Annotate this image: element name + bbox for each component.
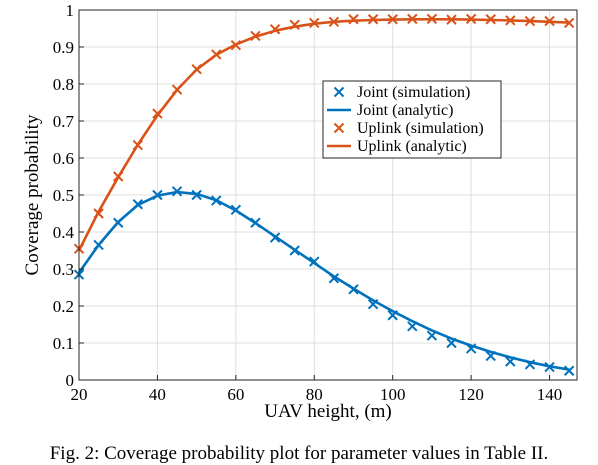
legend-label: Joint (simulation) (357, 84, 470, 101)
legend-item: Joint (simulation) (333, 84, 470, 101)
legend: Joint (simulation)Joint (analytic)Uplink… (322, 80, 502, 159)
data-point (113, 217, 124, 228)
data-point (524, 359, 536, 370)
data-point (250, 217, 261, 228)
data-point (505, 15, 516, 26)
legend-box (322, 80, 502, 159)
data-point (348, 284, 359, 295)
data-point (152, 108, 163, 119)
y-tick-label: 0.1 (53, 334, 74, 353)
data-point (132, 199, 144, 210)
grid (78, 9, 577, 381)
data-point (289, 245, 300, 256)
data-point (309, 17, 320, 29)
data-point (485, 350, 496, 362)
legend-label: Joint (analytic) (357, 102, 453, 119)
data-point (171, 186, 183, 197)
series-markers-0 (73, 186, 575, 376)
x-tick-label: 120 (458, 385, 484, 404)
data-point (191, 189, 202, 201)
data-point (113, 171, 124, 182)
y-tick-label: 0.4 (53, 223, 75, 242)
y-tick-label: 0 (66, 371, 75, 390)
data-point (250, 30, 261, 42)
x-tick-label: 20 (71, 385, 88, 404)
legend-label: Uplink (simulation) (357, 120, 484, 137)
data-point (152, 189, 163, 201)
legend-label: Uplink (analytic) (357, 138, 467, 155)
figure-caption: Fig. 2: Coverage probability plot for pa… (49, 443, 549, 464)
data-point (407, 321, 418, 332)
legend-marker (333, 122, 345, 134)
data-point (426, 330, 438, 341)
data-point (367, 14, 379, 25)
x-tick-label: 140 (537, 385, 563, 404)
data-point (328, 16, 340, 28)
data-point (387, 14, 398, 25)
x-tick-label: 40 (149, 385, 166, 404)
data-point (446, 14, 457, 25)
y-tick-label: 0.7 (53, 112, 75, 131)
data-point (93, 239, 104, 251)
legend-marker (333, 86, 345, 98)
data-point (426, 13, 438, 25)
data-point (465, 343, 477, 354)
x-axis-label: UAV height, (m) (264, 401, 392, 422)
y-tick-label: 0.2 (53, 297, 74, 316)
data-point (524, 15, 536, 27)
series-1 (77, 190, 570, 371)
legend-item: Uplink (simulation) (333, 120, 484, 137)
data-point (269, 232, 281, 243)
data-point (505, 356, 516, 367)
y-axis-label: Coverage probability (22, 114, 43, 275)
data-point (93, 208, 104, 219)
data-point (230, 204, 242, 216)
data-point (328, 273, 340, 284)
data-point (387, 310, 398, 321)
data-point (211, 195, 222, 206)
data-point (544, 361, 555, 373)
legend-item: Joint (analytic) (327, 102, 453, 119)
data-point (485, 14, 496, 25)
y-tick-label: 1 (66, 1, 75, 20)
data-point (309, 256, 320, 267)
data-point (289, 19, 300, 31)
y-tick-label: 0.5 (53, 186, 74, 205)
y-tick-label: 0.8 (53, 75, 74, 94)
data-point (191, 63, 202, 75)
data-point (132, 139, 144, 151)
data-point (407, 13, 418, 25)
data-point (563, 365, 575, 376)
data-point (544, 15, 555, 27)
series-layer (73, 13, 575, 376)
data-point (367, 298, 379, 310)
y-tick-label: 0.3 (53, 260, 74, 279)
series-markers-2 (73, 13, 575, 254)
axis-ticks: 20 40 60 80 100 120 140 0 0.1 0.2 0.3 0.4 0.5 0.6 0.7 0… (53, 1, 563, 404)
x-tick-label: 100 (380, 385, 406, 404)
x-tick-label: 80 (306, 385, 323, 404)
series-line (77, 190, 570, 371)
data-point (465, 13, 477, 25)
data-point (446, 337, 457, 349)
data-point (230, 39, 242, 51)
y-tick-label: 0.6 (53, 149, 74, 168)
x-tick-label: 60 (227, 385, 244, 404)
data-point (269, 24, 281, 35)
data-point (563, 17, 575, 29)
data-point (211, 49, 222, 60)
data-point (348, 14, 359, 25)
y-tick-label: 0.9 (53, 38, 74, 57)
data-point (171, 84, 183, 95)
legend-item: Uplink (analytic) (327, 138, 467, 155)
